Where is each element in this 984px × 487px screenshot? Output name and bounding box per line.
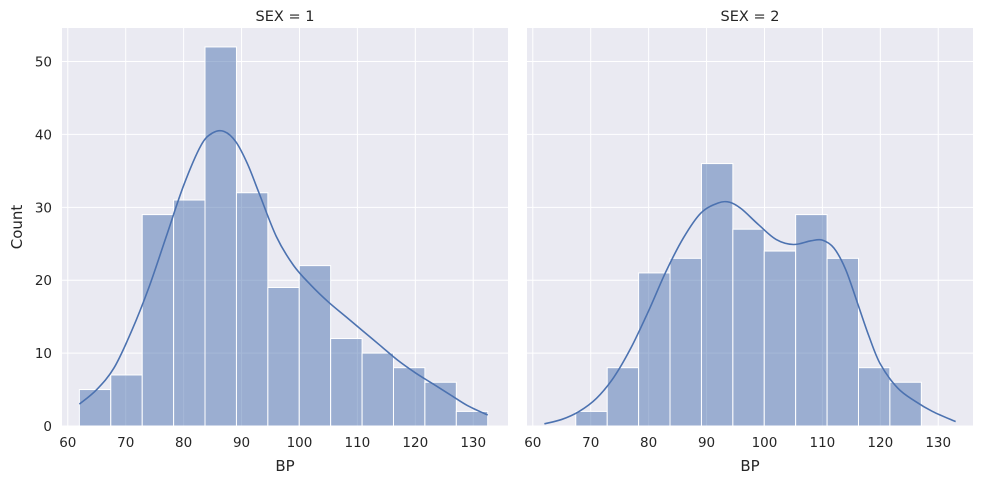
histogram-bar (826, 257, 859, 427)
x-tick-label: 60 (524, 435, 541, 451)
y-tick-label: 0 (43, 419, 52, 435)
x-tick-label: 110 (810, 435, 836, 451)
facet-title: SEX = 1 (256, 9, 315, 25)
histogram-bar (173, 199, 206, 427)
histogram-bar (638, 272, 671, 427)
histogram-bar (361, 352, 394, 427)
y-axis-label: Count (8, 205, 26, 250)
histogram-bar (330, 338, 363, 427)
x-tick-label: 100 (752, 435, 778, 451)
x-tick-label: 80 (640, 435, 657, 451)
histogram-bar (298, 265, 332, 427)
x-tick-label: 110 (345, 435, 371, 451)
histogram-bar (700, 163, 734, 427)
y-tick-label: 40 (35, 127, 52, 143)
x-tick-label: 100 (287, 435, 313, 451)
histogram-bar (732, 228, 765, 427)
x-tick-label: 120 (402, 435, 428, 451)
y-tick-label: 10 (35, 346, 52, 362)
histogram-bar (235, 192, 269, 427)
histogram-bar (455, 410, 489, 427)
histogram-bar (606, 367, 640, 427)
x-axis-label: BP (740, 457, 759, 475)
histogram-bar (78, 389, 112, 427)
x-tick-label: 120 (867, 435, 893, 451)
y-tick-label: 20 (35, 273, 52, 289)
histogram-bar (110, 374, 143, 427)
histogram-bar (857, 367, 891, 427)
histogram-bar (267, 287, 300, 427)
histogram-bar (669, 257, 702, 427)
x-tick-label: 130 (925, 435, 951, 451)
y-tick-label: 50 (35, 55, 52, 71)
x-tick-label: 70 (582, 435, 599, 451)
histogram-bar (575, 410, 608, 427)
histogram-bar (141, 214, 175, 427)
histogram-bar (795, 214, 828, 427)
y-tick-label: 30 (35, 200, 52, 216)
x-tick-label: 90 (698, 435, 715, 451)
x-axis-label: BP (275, 457, 294, 475)
histogram-bar (763, 250, 797, 427)
x-tick-label: 130 (460, 435, 486, 451)
histogram-bar (204, 46, 237, 427)
x-tick-label: 70 (117, 435, 134, 451)
facet-title: SEX = 2 (721, 9, 780, 25)
x-tick-label: 60 (59, 435, 76, 451)
x-tick-label: 90 (233, 435, 250, 451)
histogram-bar (889, 381, 922, 427)
kde-line (544, 200, 956, 425)
kde-line (78, 129, 489, 416)
x-tick-label: 80 (175, 435, 192, 451)
